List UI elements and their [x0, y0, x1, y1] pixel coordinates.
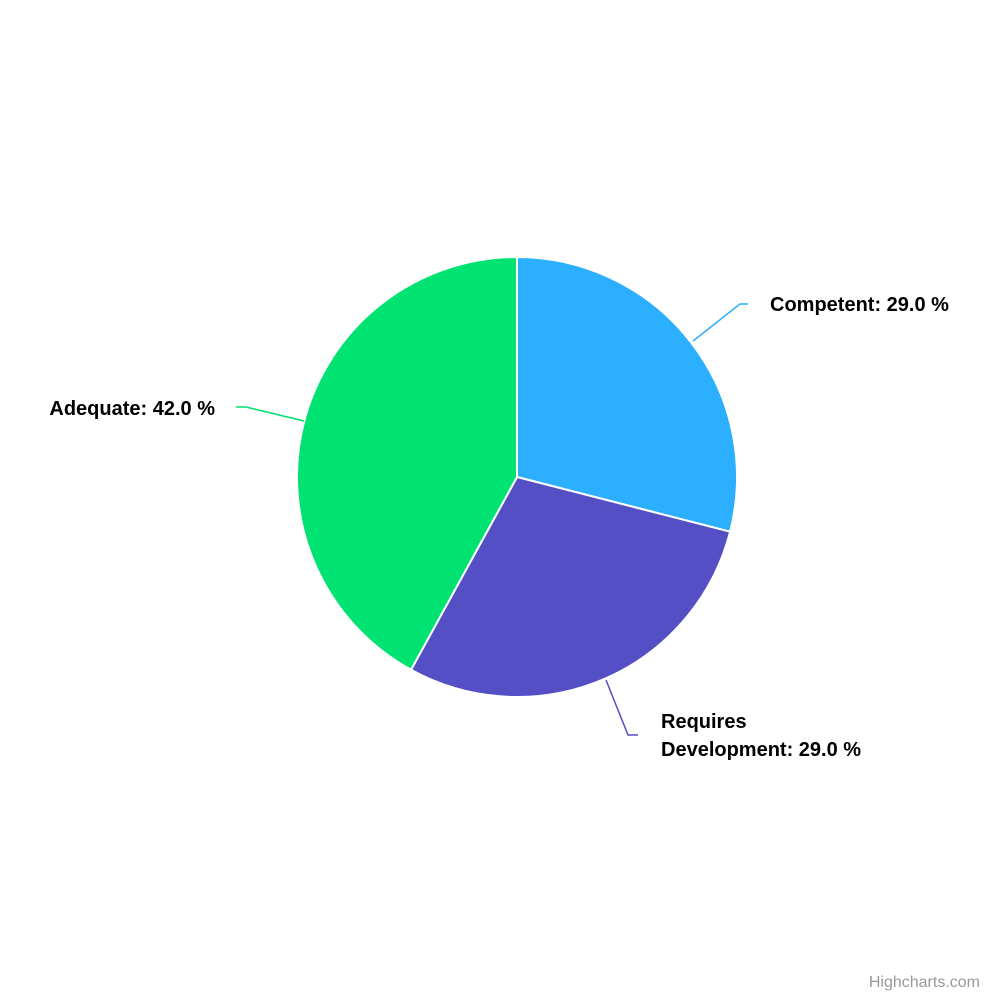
connector-adequate — [236, 406, 305, 422]
pie-slice-adequate[interactable] — [296, 256, 518, 671]
connector-requires-development — [605, 679, 638, 736]
pie-slice-competent[interactable] — [516, 256, 738, 533]
connector-competent — [692, 303, 748, 342]
label-requires-development-line1: Requires — [661, 711, 747, 733]
pie-slice-requires-development[interactable] — [410, 476, 732, 698]
label-requires-development-line2: Development: 29.0 % — [661, 739, 861, 761]
credits-link[interactable]: Highcharts.com — [868, 974, 980, 991]
label-adequate: Adequate: 42.0 % — [49, 398, 215, 420]
label-competent: Competent: 29.0 % — [770, 294, 949, 316]
